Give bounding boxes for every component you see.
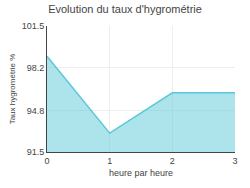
svg-text:3: 3 — [232, 156, 237, 166]
svg-text:91.5: 91.5 — [27, 147, 45, 157]
svg-text:101.5: 101.5 — [22, 21, 45, 31]
svg-text:2: 2 — [170, 156, 175, 166]
svg-text:Taux hygrométrie %: Taux hygrométrie % — [8, 54, 17, 125]
svg-text:98.2: 98.2 — [27, 63, 45, 73]
svg-text:heure par heure: heure par heure — [109, 168, 173, 178]
svg-text:Evolution du taux d'hygrométri: Evolution du taux d'hygrométrie — [48, 3, 202, 15]
svg-text:94.8: 94.8 — [27, 106, 45, 116]
svg-text:0: 0 — [44, 156, 49, 166]
svg-text:1: 1 — [107, 156, 112, 166]
